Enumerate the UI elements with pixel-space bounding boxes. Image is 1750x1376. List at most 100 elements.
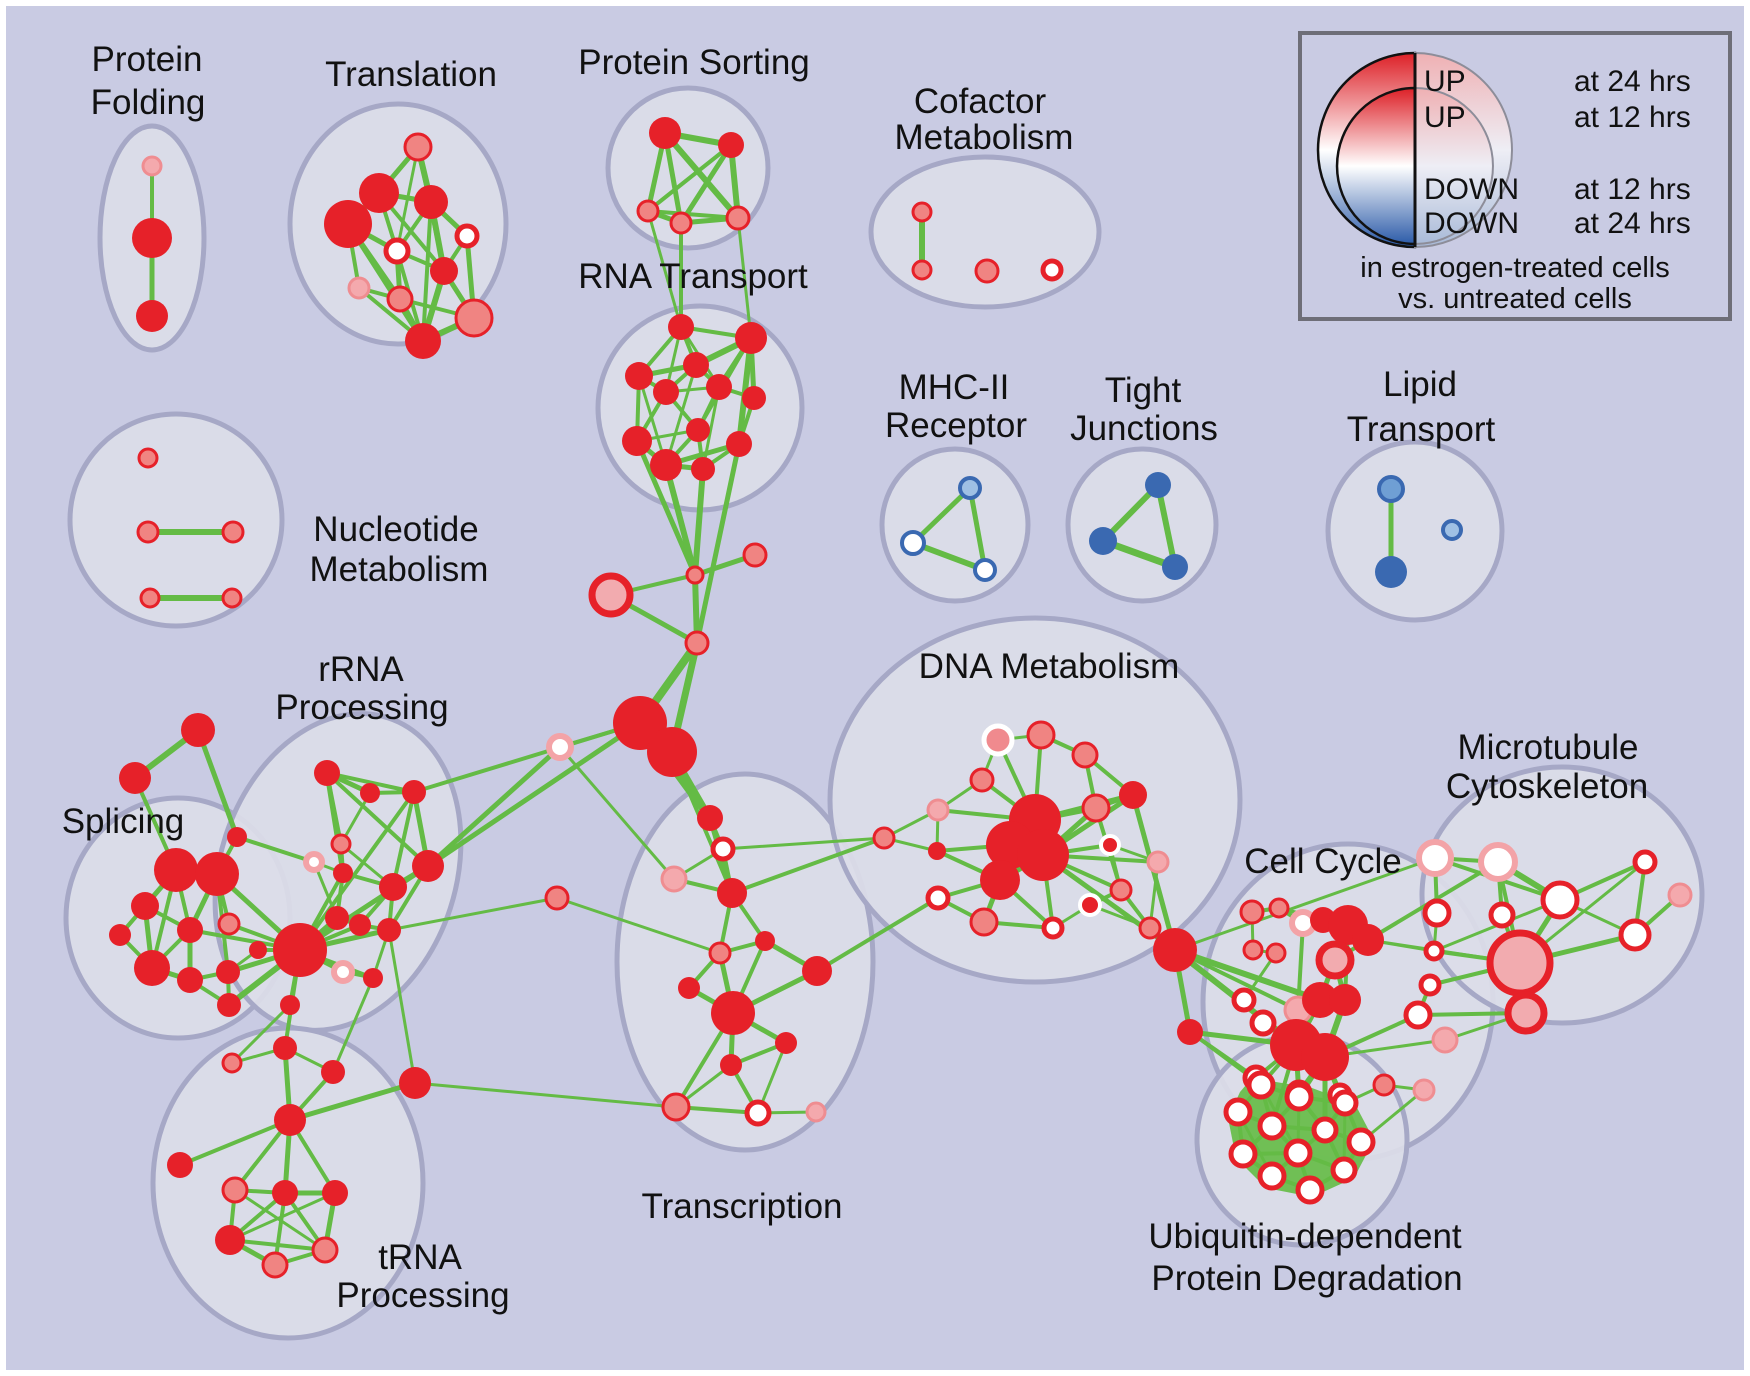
node-c1 bbox=[685, 565, 705, 585]
label-splicing: Splicing bbox=[62, 802, 185, 841]
node-d2 bbox=[1026, 720, 1056, 750]
node-d7 bbox=[1119, 781, 1147, 809]
node-mh2 bbox=[900, 530, 926, 556]
node-lt2 bbox=[1375, 556, 1407, 588]
legend-glyph-inner-left-12h-icon bbox=[1335, 86, 1417, 246]
node-sp11 bbox=[249, 941, 267, 959]
legend-time-0: at 24 hrs bbox=[1574, 65, 1691, 98]
label-protein-folding: Folding bbox=[91, 83, 206, 122]
label-microtubule-cytoskeleton: Microtubule bbox=[1458, 728, 1639, 767]
node-x7 bbox=[708, 941, 732, 965]
label-rrna-processing: Processing bbox=[275, 688, 448, 727]
cluster-lipid-transport bbox=[1325, 439, 1505, 623]
node-r2 bbox=[360, 783, 380, 803]
node-cm3 bbox=[974, 258, 1000, 284]
node-m1 bbox=[1478, 842, 1518, 882]
node-st2 bbox=[119, 762, 151, 794]
node-x10 bbox=[711, 991, 755, 1035]
node-rt2 bbox=[735, 322, 767, 354]
node-m2 bbox=[1540, 880, 1580, 920]
node-x8 bbox=[678, 977, 700, 999]
node-tx3 bbox=[322, 1180, 348, 1206]
node-t7 bbox=[430, 257, 458, 285]
node-ps1 bbox=[649, 117, 681, 149]
edge-td-r11 bbox=[387, 928, 417, 1085]
node-c3 bbox=[588, 572, 634, 618]
node-cc25 bbox=[1431, 1026, 1459, 1054]
node-sb bbox=[227, 827, 247, 847]
node-rt8 bbox=[686, 418, 710, 442]
node-u7 bbox=[1346, 1127, 1376, 1157]
edge-h1-r8 bbox=[425, 720, 643, 869]
label-protein-sorting: Protein Sorting bbox=[578, 43, 810, 82]
node-pf3 bbox=[136, 300, 168, 332]
edge-x9-d16 bbox=[815, 896, 940, 973]
node-n1 bbox=[137, 447, 159, 469]
label-nucleotide-metabolism: Metabolism bbox=[310, 550, 489, 589]
node-u12 bbox=[1295, 1175, 1325, 1205]
node-d13 bbox=[980, 860, 1020, 900]
node-d14 bbox=[1099, 834, 1121, 856]
edge-x4-d8 bbox=[730, 836, 886, 895]
node-tb bbox=[221, 1052, 243, 1074]
node-pf1 bbox=[141, 155, 163, 177]
node-r6 bbox=[333, 863, 353, 883]
node-u1 bbox=[1246, 1070, 1276, 1100]
node-cc27 bbox=[1412, 1078, 1436, 1102]
node-d1 bbox=[981, 723, 1015, 757]
node-ps5 bbox=[725, 205, 751, 231]
node-cc23 bbox=[1418, 973, 1442, 997]
node-u8 bbox=[1228, 1139, 1258, 1169]
node-cc10 bbox=[1231, 987, 1257, 1013]
label-nucleotide-metabolism: Nucleotide bbox=[313, 510, 478, 549]
edge-c5-r8 bbox=[425, 744, 563, 869]
node-r4 bbox=[330, 833, 352, 855]
node-mh3 bbox=[973, 558, 997, 582]
label-transcription: Transcription bbox=[642, 1187, 843, 1226]
label-dna-metabolism: DNA Metabolism bbox=[919, 647, 1180, 686]
node-tx1 bbox=[221, 1176, 249, 1204]
edge-rt10-c1 bbox=[663, 462, 698, 578]
edge-br1-cc12 bbox=[1173, 948, 1300, 1012]
label-tight-junctions: Junctions bbox=[1070, 409, 1218, 448]
label-translation: Translation bbox=[325, 55, 497, 94]
edge-r13-tc bbox=[331, 976, 375, 1074]
edge-h1-r3 bbox=[412, 721, 642, 794]
legend-time-1: at 12 hrs bbox=[1574, 101, 1691, 134]
node-r9 bbox=[325, 906, 349, 930]
node-sp2 bbox=[195, 852, 239, 896]
node-t11 bbox=[405, 323, 441, 359]
node-m6 bbox=[1667, 882, 1693, 908]
cluster-nucleotide-metabolism bbox=[67, 411, 285, 629]
node-r8 bbox=[412, 850, 444, 882]
node-cc7 bbox=[1315, 940, 1355, 980]
node-t9 bbox=[386, 285, 414, 313]
node-sp1 bbox=[154, 848, 198, 892]
edge-r3-rh bbox=[298, 790, 416, 952]
node-pf2 bbox=[132, 218, 172, 258]
node-d15 bbox=[1146, 850, 1170, 874]
node-tx2 bbox=[272, 1180, 298, 1206]
edge-r3-r7 bbox=[391, 790, 416, 889]
edge-rt11-c1 bbox=[692, 466, 706, 578]
node-x6 bbox=[755, 931, 775, 951]
edge-r1-r8 bbox=[325, 771, 430, 868]
node-cm2 bbox=[911, 259, 933, 281]
cluster-tight-junctions bbox=[1065, 446, 1219, 604]
edge-ps2-ps4 bbox=[678, 142, 734, 226]
node-n4 bbox=[139, 587, 161, 609]
node-m5 bbox=[1632, 849, 1658, 875]
node-ti bbox=[167, 1152, 193, 1178]
node-u5 bbox=[1257, 1111, 1287, 1141]
node-c2 bbox=[742, 542, 768, 568]
node-d17 bbox=[969, 907, 999, 937]
label-lipid-transport: Transport bbox=[1347, 410, 1496, 449]
label-ubiquitin-degradation: Ubiquitin-dependent bbox=[1148, 1217, 1462, 1256]
node-ps2 bbox=[718, 132, 744, 158]
node-d8 bbox=[872, 826, 896, 850]
node-t5 bbox=[454, 223, 480, 249]
node-cc13 bbox=[1302, 982, 1338, 1018]
edge-mh1-mh2 bbox=[910, 485, 973, 546]
node-rt11 bbox=[691, 457, 715, 481]
node-d16 bbox=[925, 885, 951, 911]
